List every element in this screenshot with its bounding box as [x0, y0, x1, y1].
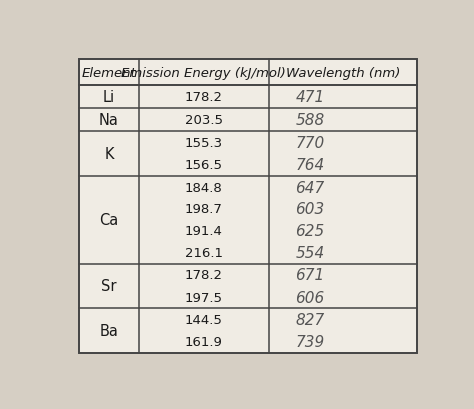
Text: Ba: Ba [100, 323, 118, 338]
Text: Na: Na [99, 113, 119, 128]
Text: 647: 647 [295, 180, 325, 195]
Text: 197.5: 197.5 [185, 291, 223, 304]
Text: 671: 671 [295, 267, 325, 283]
Text: 606: 606 [295, 290, 325, 305]
Text: Wavelength (nm): Wavelength (nm) [286, 67, 400, 79]
Text: 770: 770 [295, 136, 325, 151]
Text: 588: 588 [295, 113, 325, 128]
Text: 144.5: 144.5 [185, 313, 223, 326]
Text: 198.7: 198.7 [185, 203, 223, 216]
Text: 178.2: 178.2 [185, 269, 223, 281]
Text: 827: 827 [295, 312, 325, 327]
Text: K: K [104, 147, 114, 162]
Text: 184.8: 184.8 [185, 181, 222, 194]
Text: Element: Element [82, 67, 137, 79]
Text: 161.9: 161.9 [185, 335, 223, 348]
Text: Li: Li [103, 90, 115, 105]
Text: Ca: Ca [100, 213, 118, 228]
Text: 216.1: 216.1 [185, 247, 223, 260]
Text: 156.5: 156.5 [185, 159, 223, 172]
Text: 178.2: 178.2 [185, 91, 223, 104]
Text: 155.3: 155.3 [184, 137, 223, 150]
Text: 603: 603 [295, 202, 325, 217]
Text: Emission Energy (kJ/mol): Emission Energy (kJ/mol) [121, 67, 286, 79]
Text: 471: 471 [295, 90, 325, 105]
Text: 554: 554 [295, 245, 325, 261]
Text: 739: 739 [295, 335, 325, 349]
Text: 625: 625 [295, 224, 325, 239]
Text: 764: 764 [295, 158, 325, 173]
Text: 203.5: 203.5 [185, 114, 223, 127]
Text: 191.4: 191.4 [185, 225, 223, 238]
Text: Sr: Sr [101, 279, 117, 294]
